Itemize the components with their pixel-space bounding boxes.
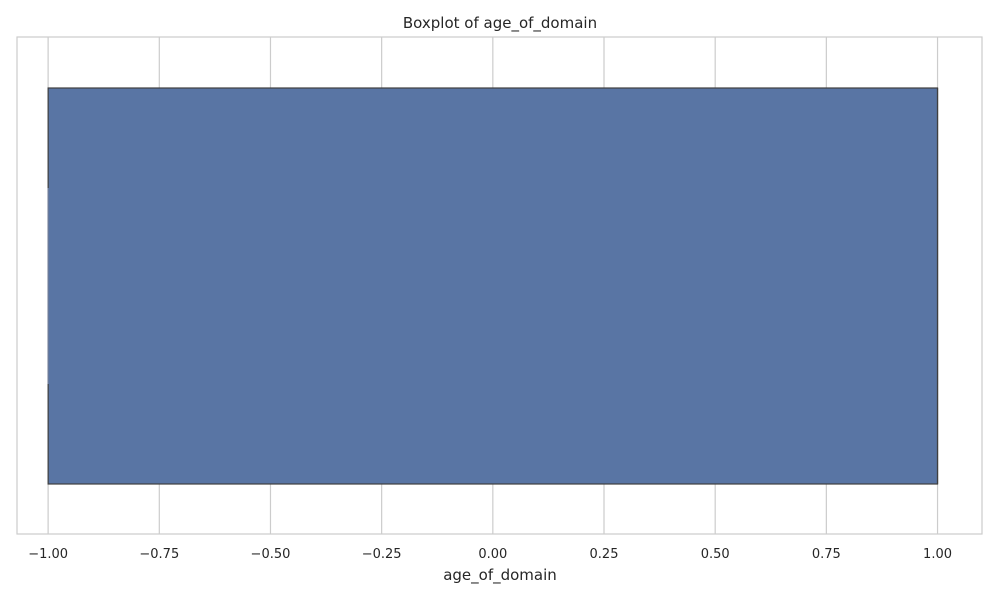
- x-tick-label: 0.75: [812, 547, 841, 562]
- x-tick-label: 0.25: [590, 547, 619, 562]
- box-layer: [47, 87, 939, 485]
- chart-title: Boxplot of age_of_domain: [402, 14, 598, 32]
- x-tick-label: 1.00: [923, 547, 952, 562]
- x-tick-label: −0.25: [362, 547, 402, 562]
- x-axis-ticks: −1.00 −0.75 −0.50 −0.25 0.00 0.25 0.50 0.75 1.00: [28, 547, 952, 562]
- x-tick-label: 0.00: [478, 547, 507, 562]
- x-tick-label: −1.00: [28, 547, 68, 562]
- box-iqr: [47, 87, 939, 485]
- x-axis-label: age_of_domain: [443, 566, 557, 585]
- x-tick-label: 0.50: [701, 547, 730, 562]
- x-tick-label: −0.50: [251, 547, 291, 562]
- x-tick-label: −0.75: [139, 547, 179, 562]
